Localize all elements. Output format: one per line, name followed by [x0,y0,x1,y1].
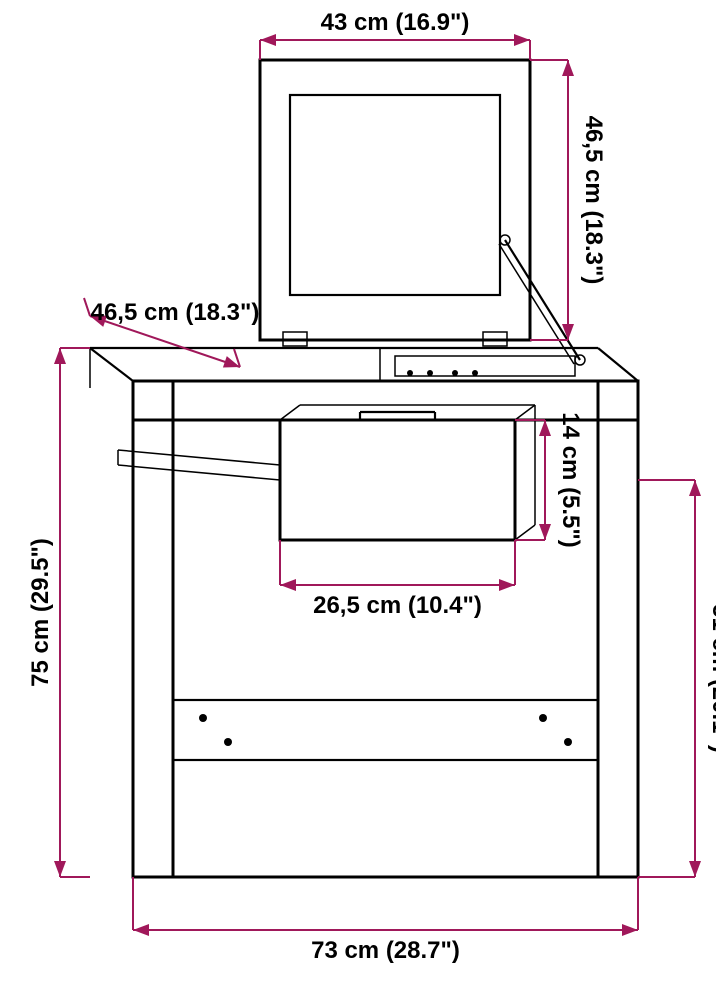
svg-text:26,5 cm (10.4"): 26,5 cm (10.4") [313,592,482,619]
svg-text:73 cm (28.7"): 73 cm (28.7") [311,937,460,964]
svg-text:75 cm (29.5"): 75 cm (29.5") [27,538,54,687]
svg-text:43 cm (16.9"): 43 cm (16.9") [321,9,470,36]
svg-text:51 cm (20.1"): 51 cm (20.1") [707,604,716,753]
svg-text:14 cm (5.5"): 14 cm (5.5") [557,412,584,547]
svg-text:46,5 cm (18.3"): 46,5 cm (18.3") [580,116,607,285]
furniture-dimension-diagram: 43 cm (16.9") 46,5 cm (18.3") 46,5 cm (18.… [0,0,716,993]
svg-text:46,5 cm (18.3"): 46,5 cm (18.3") [91,299,260,326]
